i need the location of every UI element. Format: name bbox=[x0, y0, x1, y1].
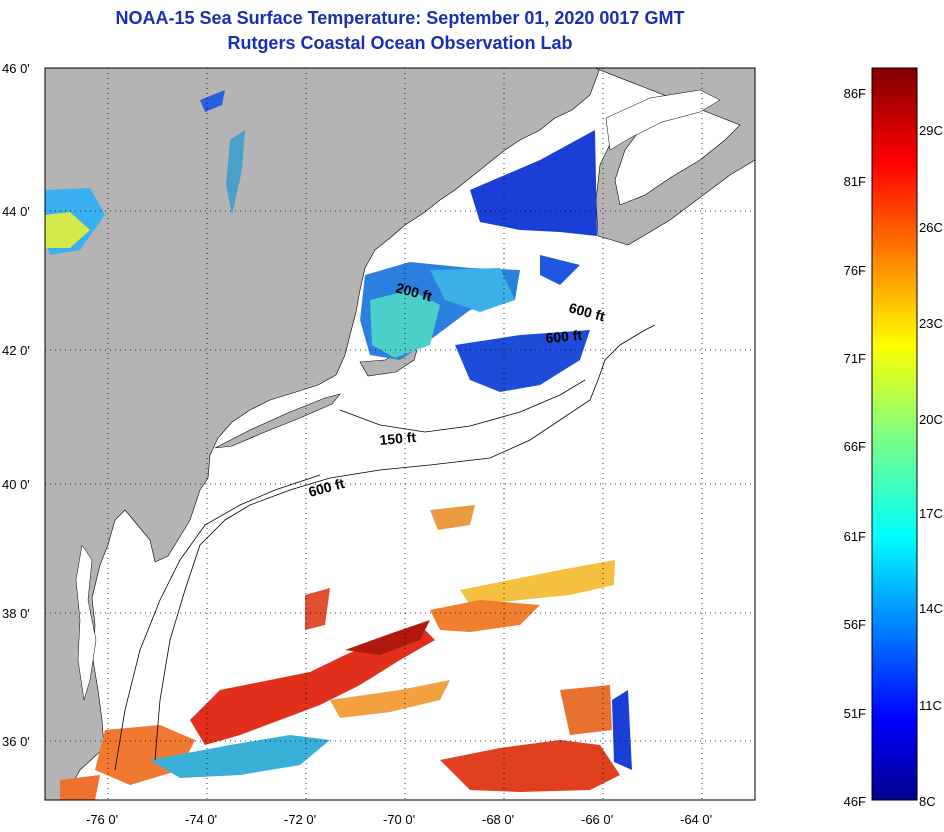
colorbar-c-label: 23C bbox=[919, 316, 943, 331]
lon-label: -72 0' bbox=[284, 812, 316, 827]
colorbar-c-label: 29C bbox=[919, 123, 943, 138]
lat-label: 38 0' bbox=[2, 606, 30, 621]
lat-label: 36 0' bbox=[2, 734, 30, 749]
lon-label: -74 0' bbox=[185, 812, 217, 827]
colorbar-f-label: 76F bbox=[844, 263, 866, 278]
colorbar-c-label: 17C bbox=[919, 506, 943, 521]
colorbar-c-label: 14C bbox=[919, 601, 943, 616]
lon-label: -64 0' bbox=[680, 812, 712, 827]
lon-label: -70 0' bbox=[383, 812, 415, 827]
lon-label: -66 0' bbox=[581, 812, 613, 827]
colorbar-f-label: 81F bbox=[844, 174, 866, 189]
colorbar bbox=[872, 68, 917, 800]
colorbar-f-label: 71F bbox=[844, 351, 866, 366]
lat-label: 44 0' bbox=[2, 204, 30, 219]
colorbar-c-label: 11C bbox=[919, 698, 942, 713]
lat-label: 42 0' bbox=[2, 343, 30, 358]
lon-label: -76 0' bbox=[86, 812, 118, 827]
lat-label: 40 0' bbox=[2, 477, 30, 492]
depth-label: 150 ft bbox=[379, 429, 417, 448]
colorbar-f-label: 61F bbox=[844, 529, 866, 544]
colorbar-f-label: 46F bbox=[844, 794, 866, 809]
lat-label: 46 0' bbox=[2, 61, 30, 76]
colorbar-f-label: 56F bbox=[844, 617, 866, 632]
colorbar-c-label: 8C bbox=[919, 794, 936, 809]
colorbar-f-label: 51F bbox=[844, 706, 866, 721]
colorbar-c-label: 26C bbox=[919, 220, 943, 235]
colorbar-c-label: 20C bbox=[919, 412, 943, 427]
depth-label: 600 ft bbox=[545, 327, 583, 346]
lon-label: -68 0' bbox=[482, 812, 514, 827]
colorbar-f-label: 66F bbox=[844, 439, 866, 454]
colorbar-f-label: 86F bbox=[844, 86, 866, 101]
